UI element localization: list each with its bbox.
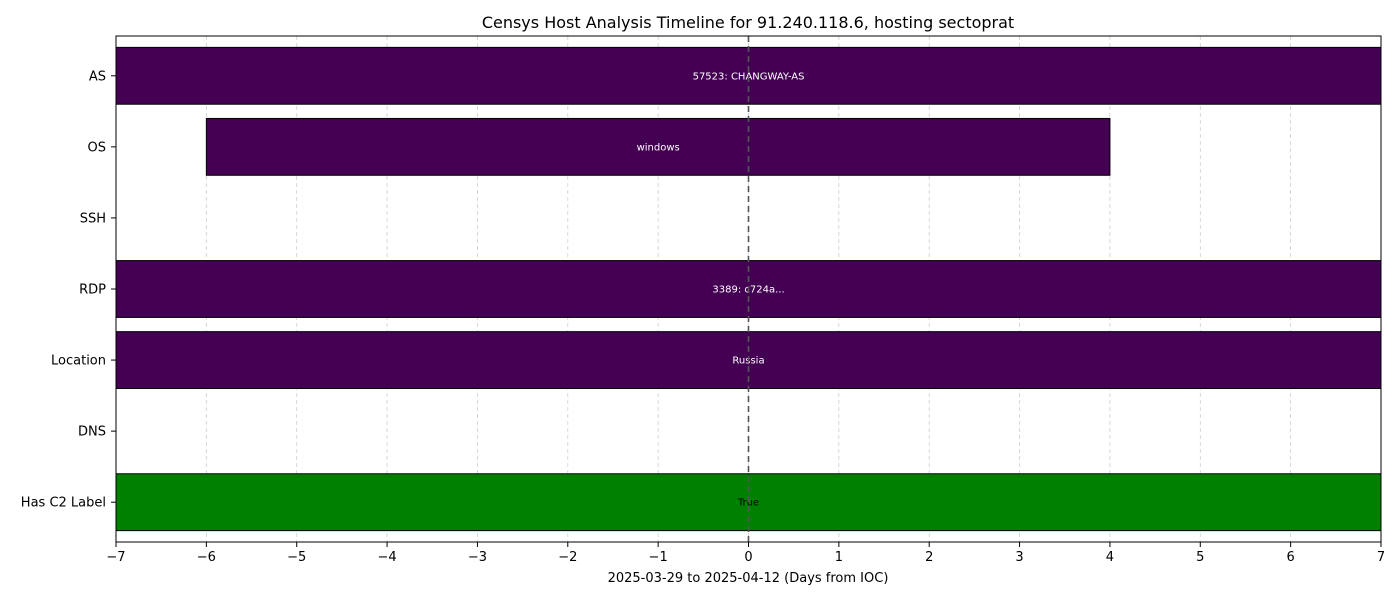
x-tick-label-12: 5	[1196, 550, 1204, 565]
x-tick-label-9: 2	[925, 550, 933, 565]
y-tick-label-ssh: SSH	[80, 211, 106, 226]
x-tick-label-0: −7	[106, 550, 125, 565]
x-tick-label-4: −3	[468, 550, 487, 565]
x-tick-label-3: −4	[377, 550, 396, 565]
x-tick-label-13: 6	[1287, 550, 1295, 565]
bar-label-has-c2-label: True	[737, 498, 759, 509]
x-tick-label-2: −5	[287, 550, 306, 565]
x-axis: −7 −6 −5 −4 −3 −2 −1 0 1 2 3 4 5 6 7	[106, 542, 1385, 565]
y-tick-label-rdp: RDP	[79, 283, 106, 298]
x-tick-label-7: 0	[744, 550, 752, 565]
chart-title: Censys Host Analysis Timeline for 91.240…	[482, 13, 1014, 32]
x-tick-label-5: −2	[558, 550, 577, 565]
x-tick-label-14: 7	[1377, 550, 1385, 565]
x-tick-label-11: 4	[1106, 550, 1114, 565]
x-axis-label: 2025-03-29 to 2025-04-12 (Days from IOC)	[608, 571, 889, 586]
y-tick-label-as: AS	[89, 69, 106, 84]
bar-label-os: windows	[637, 142, 680, 153]
y-tick-label-dns: DNS	[78, 425, 106, 440]
x-tick-label-1: −6	[197, 550, 216, 565]
x-tick-label-8: 1	[835, 550, 843, 565]
bar-os	[205, 117, 1111, 176]
y-tick-label-location: Location	[51, 354, 106, 369]
y-tick-label-os: OS	[88, 140, 106, 155]
y-axis: AS OS SSH RDP Location DNS Has C2 Label	[21, 69, 116, 511]
x-tick-label-6: −1	[649, 550, 668, 565]
y-tick-label-has-c2-label: Has C2 Label	[21, 496, 106, 511]
x-tick-label-10: 3	[1015, 550, 1023, 565]
